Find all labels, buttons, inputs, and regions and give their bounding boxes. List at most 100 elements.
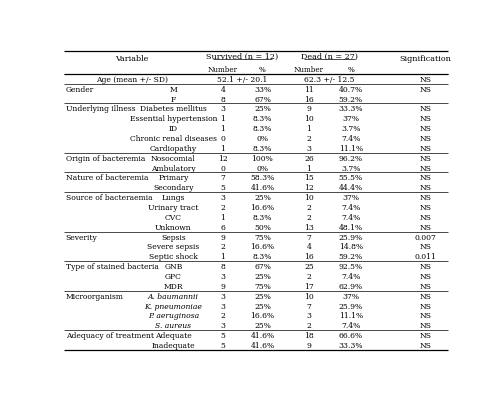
Text: 67%: 67% (254, 262, 271, 271)
Text: 2: 2 (306, 134, 312, 143)
Text: 1: 1 (220, 253, 226, 260)
Text: 5: 5 (220, 341, 226, 349)
Text: 75%: 75% (254, 282, 271, 290)
Text: 26: 26 (304, 154, 314, 162)
Text: NS: NS (419, 76, 431, 83)
Text: 0: 0 (220, 134, 226, 143)
Text: 3: 3 (306, 145, 312, 152)
Text: 1: 1 (220, 115, 226, 123)
Text: 16.6%: 16.6% (250, 203, 274, 211)
Text: Cardiopathy: Cardiopathy (150, 145, 197, 152)
Text: Inadequate: Inadequate (152, 341, 195, 349)
Text: Chronic renal diseases: Chronic renal diseases (130, 134, 217, 143)
Text: 75%: 75% (254, 233, 271, 241)
Text: 59.2%: 59.2% (338, 95, 363, 103)
Text: Underlying illness: Underlying illness (66, 105, 135, 113)
Text: 5: 5 (220, 184, 226, 192)
Text: 4: 4 (306, 243, 312, 251)
Text: 0%: 0% (256, 164, 268, 172)
Text: 25%: 25% (254, 105, 271, 113)
Text: Sepsis: Sepsis (161, 233, 186, 241)
Text: 8: 8 (220, 95, 226, 103)
Text: NS: NS (419, 341, 431, 349)
Text: 11: 11 (304, 85, 314, 94)
Text: NS: NS (419, 194, 431, 202)
Text: 8.3%: 8.3% (253, 125, 272, 133)
Text: NS: NS (419, 125, 431, 133)
Text: 9: 9 (220, 233, 226, 241)
Text: 25.9%: 25.9% (338, 302, 363, 310)
Text: F: F (170, 95, 176, 103)
Text: MDR: MDR (164, 282, 183, 290)
Text: Nature of bacteremia: Nature of bacteremia (66, 174, 148, 182)
Text: 25%: 25% (254, 272, 271, 280)
Text: 25.9%: 25.9% (338, 233, 363, 241)
Text: P. aeruginosa: P. aeruginosa (148, 311, 199, 320)
Text: 7.4%: 7.4% (341, 213, 360, 221)
Text: 1: 1 (306, 125, 312, 133)
Text: 58.3%: 58.3% (250, 174, 274, 182)
Text: Survived (n = 12): Survived (n = 12) (206, 52, 279, 60)
Text: Variable: Variable (116, 55, 149, 63)
Text: 4: 4 (220, 85, 226, 94)
Text: Urinary tract: Urinary tract (148, 203, 198, 211)
Text: K. pneumoniae: K. pneumoniae (144, 302, 203, 310)
Text: NS: NS (419, 213, 431, 221)
Text: 1: 1 (220, 145, 226, 152)
Text: NS: NS (419, 331, 431, 339)
Text: 17: 17 (304, 282, 314, 290)
Text: 1: 1 (306, 164, 312, 172)
Text: 3: 3 (220, 272, 226, 280)
Text: 50%: 50% (254, 223, 271, 231)
Text: Number: Number (208, 66, 238, 74)
Text: 0.011: 0.011 (414, 253, 436, 260)
Text: Gender: Gender (66, 85, 94, 94)
Text: 0%: 0% (256, 134, 268, 143)
Text: 2: 2 (306, 203, 312, 211)
Text: NS: NS (419, 145, 431, 152)
Text: 9: 9 (220, 282, 226, 290)
Text: NS: NS (419, 223, 431, 231)
Text: 5: 5 (220, 331, 226, 339)
Text: Severe sepsis: Severe sepsis (147, 243, 200, 251)
Text: 8.3%: 8.3% (253, 213, 272, 221)
Text: 8.3%: 8.3% (253, 115, 272, 123)
Text: 16: 16 (304, 95, 314, 103)
Text: 12: 12 (304, 184, 314, 192)
Text: 11.1%: 11.1% (338, 311, 363, 320)
Text: 14.8%: 14.8% (338, 243, 363, 251)
Text: Ambulatory: Ambulatory (151, 164, 196, 172)
Text: NS: NS (419, 282, 431, 290)
Text: GPC: GPC (165, 272, 182, 280)
Text: Dead (n = 27): Dead (n = 27) (300, 52, 358, 60)
Text: %: % (348, 66, 354, 74)
Text: NS: NS (419, 85, 431, 94)
Text: 6: 6 (220, 223, 226, 231)
Text: 41.6%: 41.6% (250, 184, 274, 192)
Text: NS: NS (419, 154, 431, 162)
Text: 7.4%: 7.4% (341, 272, 360, 280)
Text: 10: 10 (304, 292, 314, 300)
Text: 62.9%: 62.9% (338, 282, 363, 290)
Text: CVC: CVC (165, 213, 182, 221)
Text: Adequate: Adequate (155, 331, 192, 339)
Text: NS: NS (419, 272, 431, 280)
Text: NS: NS (419, 311, 431, 320)
Text: 100%: 100% (252, 154, 274, 162)
Text: 92.5%: 92.5% (338, 262, 363, 271)
Text: 37%: 37% (342, 115, 359, 123)
Text: 8: 8 (220, 262, 226, 271)
Text: Nosocomial: Nosocomial (151, 154, 196, 162)
Text: 2: 2 (306, 272, 312, 280)
Text: 10: 10 (304, 194, 314, 202)
Text: 40.7%: 40.7% (338, 85, 363, 94)
Text: 16.6%: 16.6% (250, 243, 274, 251)
Text: 8.3%: 8.3% (253, 253, 272, 260)
Text: 41.6%: 41.6% (250, 341, 274, 349)
Text: 25%: 25% (254, 292, 271, 300)
Text: 67%: 67% (254, 95, 271, 103)
Text: 62.3 +/- 12.5: 62.3 +/- 12.5 (304, 76, 354, 83)
Text: 3: 3 (306, 311, 312, 320)
Text: 8.3%: 8.3% (253, 145, 272, 152)
Text: Microorganism: Microorganism (66, 292, 124, 300)
